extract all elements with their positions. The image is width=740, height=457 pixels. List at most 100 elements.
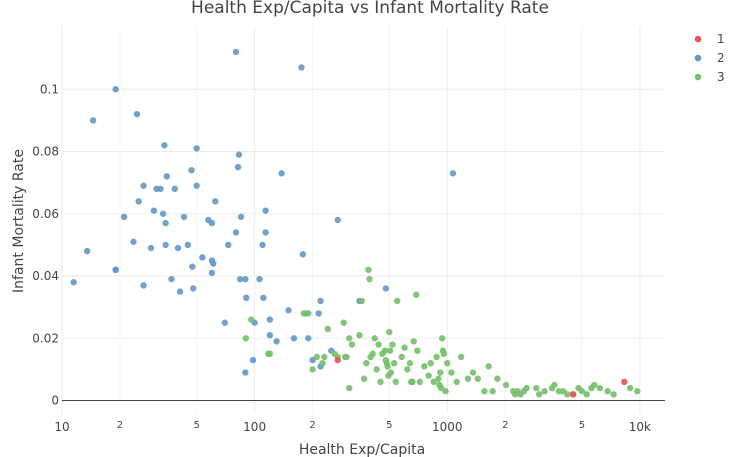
- data-point[interactable]: [199, 254, 206, 261]
- data-point[interactable]: [285, 307, 292, 314]
- data-point[interactable]: [70, 279, 77, 286]
- data-point[interactable]: [189, 263, 196, 270]
- data-point[interactable]: [334, 356, 341, 364]
- data-point[interactable]: [168, 275, 175, 283]
- data-point[interactable]: [425, 372, 432, 379]
- data-point[interactable]: [161, 142, 168, 149]
- data-point[interactable]: [583, 391, 590, 398]
- data-point[interactable]: [324, 325, 332, 333]
- data-point[interactable]: [171, 185, 178, 193]
- data-point[interactable]: [340, 319, 347, 326]
- data-point[interactable]: [193, 145, 200, 152]
- data-point[interactable]: [366, 275, 373, 283]
- data-point[interactable]: [401, 344, 408, 351]
- data-point[interactable]: [444, 359, 451, 367]
- data-point[interactable]: [533, 384, 540, 392]
- data-point[interactable]: [449, 170, 457, 177]
- data-point[interactable]: [234, 163, 242, 171]
- data-point[interactable]: [290, 335, 298, 342]
- data-point[interactable]: [433, 353, 440, 361]
- data-point[interactable]: [112, 86, 119, 93]
- data-point[interactable]: [133, 110, 141, 118]
- data-point[interactable]: [190, 285, 197, 292]
- data-point[interactable]: [184, 241, 192, 249]
- data-point[interactable]: [321, 353, 328, 361]
- data-point[interactable]: [232, 229, 240, 236]
- data-point[interactable]: [319, 359, 326, 367]
- data-point[interactable]: [150, 207, 158, 214]
- data-point[interactable]: [221, 319, 228, 326]
- data-point[interactable]: [604, 388, 611, 395]
- data-point[interactable]: [266, 331, 274, 339]
- data-point[interactable]: [236, 275, 244, 283]
- data-point[interactable]: [626, 384, 634, 392]
- data-point[interactable]: [159, 210, 167, 217]
- data-point[interactable]: [208, 219, 216, 227]
- data-point[interactable]: [541, 388, 548, 395]
- data-point[interactable]: [414, 347, 421, 354]
- data-point[interactable]: [135, 198, 142, 205]
- data-point[interactable]: [262, 229, 269, 236]
- data-point[interactable]: [163, 173, 170, 180]
- data-point[interactable]: [356, 331, 363, 339]
- data-point[interactable]: [162, 241, 169, 249]
- data-point[interactable]: [578, 388, 586, 395]
- data-point[interactable]: [249, 356, 257, 364]
- data-point[interactable]: [369, 350, 376, 358]
- data-point[interactable]: [273, 338, 280, 345]
- data-point[interactable]: [358, 297, 365, 305]
- data-point[interactable]: [438, 335, 446, 342]
- data-point[interactable]: [469, 369, 477, 376]
- data-point[interactable]: [591, 381, 598, 389]
- data-point[interactable]: [212, 198, 219, 205]
- data-point[interactable]: [235, 151, 243, 158]
- data-point[interactable]: [346, 335, 353, 342]
- data-point[interactable]: [404, 366, 411, 373]
- data-point[interactable]: [360, 375, 368, 382]
- data-point[interactable]: [365, 266, 372, 274]
- data-point[interactable]: [237, 213, 245, 221]
- data-point[interactable]: [256, 275, 263, 283]
- data-point[interactable]: [305, 335, 312, 342]
- data-point[interactable]: [421, 363, 428, 370]
- data-point[interactable]: [386, 347, 394, 354]
- data-point[interactable]: [348, 341, 356, 348]
- legend-item[interactable]: 1: [694, 32, 725, 46]
- data-point[interactable]: [266, 350, 274, 358]
- data-point[interactable]: [416, 378, 423, 386]
- data-point[interactable]: [120, 213, 128, 221]
- data-point[interactable]: [398, 353, 405, 361]
- data-point[interactable]: [180, 213, 188, 221]
- data-point[interactable]: [262, 207, 269, 214]
- data-point[interactable]: [384, 363, 391, 370]
- data-point[interactable]: [315, 310, 322, 317]
- data-point[interactable]: [89, 117, 97, 124]
- data-point[interactable]: [377, 378, 384, 386]
- data-point[interactable]: [437, 369, 444, 376]
- data-point[interactable]: [140, 282, 147, 289]
- data-point[interactable]: [523, 384, 530, 392]
- data-point[interactable]: [596, 384, 604, 392]
- data-point[interactable]: [130, 238, 137, 245]
- data-point[interactable]: [381, 347, 389, 354]
- data-point[interactable]: [427, 359, 434, 367]
- data-point[interactable]: [208, 269, 216, 277]
- data-point[interactable]: [343, 353, 350, 361]
- data-point[interactable]: [140, 182, 147, 189]
- data-point[interactable]: [389, 341, 396, 348]
- data-point[interactable]: [174, 244, 182, 252]
- data-point[interactable]: [313, 353, 320, 361]
- data-point[interactable]: [392, 378, 399, 386]
- data-point[interactable]: [382, 285, 390, 292]
- data-point[interactable]: [464, 375, 472, 382]
- data-point[interactable]: [373, 366, 380, 373]
- data-point[interactable]: [474, 375, 481, 382]
- data-point[interactable]: [375, 341, 382, 348]
- legend-item[interactable]: 3: [694, 70, 725, 84]
- data-point[interactable]: [535, 391, 543, 398]
- data-point[interactable]: [457, 353, 465, 361]
- data-point[interactable]: [448, 369, 455, 376]
- data-point[interactable]: [300, 310, 307, 317]
- data-point[interactable]: [248, 316, 255, 323]
- data-point[interactable]: [371, 335, 378, 342]
